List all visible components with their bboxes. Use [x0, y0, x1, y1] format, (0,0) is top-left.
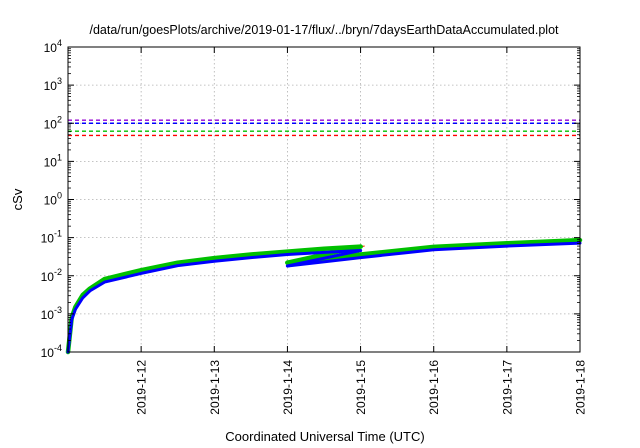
x-tick-label: 2019-1-13 [208, 360, 222, 415]
y-tick-base: 10 [44, 194, 58, 208]
y-tick-base: 10 [41, 270, 55, 284]
y-tick-label: 10-3 [41, 305, 62, 322]
y-tick-label: 102 [44, 114, 62, 131]
y-tick-exponent: 0 [57, 191, 62, 201]
x-tick-label: 2019-1-18 [574, 360, 588, 415]
x-tick-label: 2019-1-12 [135, 360, 149, 415]
y-tick-exponent: -1 [54, 229, 62, 239]
series-line [285, 237, 583, 265]
threshold-lines [68, 119, 580, 137]
y-tick-base: 10 [44, 79, 58, 93]
x-tick-labels: 2019-1-12 2019-1-13 2019-1-14 2019-1-15 2019… [135, 360, 588, 415]
y-tick-label: 100 [44, 191, 62, 208]
y-tick-base: 10 [41, 232, 55, 246]
y-tick-label: 10-1 [41, 229, 62, 246]
y-tick-exponent: 4 [57, 38, 62, 48]
y-tick-label: 104 [44, 38, 62, 55]
y-axis-label: cSv [10, 188, 25, 210]
y-tick-base: 10 [41, 308, 55, 322]
y-tick-label: 103 [44, 76, 62, 93]
axis-ticks [68, 46, 581, 353]
y-tick-base: 10 [44, 155, 58, 169]
series-line [66, 249, 363, 354]
x-tick-label: 2019-1-14 [281, 360, 295, 415]
y-tick-exponent: 2 [57, 114, 62, 124]
y-tick-exponent: -2 [54, 267, 62, 277]
chart-title: /data/run/goesPlots/archive/2019-01-17/f… [89, 23, 559, 37]
grid [68, 47, 580, 352]
y-tick-label: 101 [44, 152, 62, 169]
y-tick-exponent: 1 [57, 152, 62, 162]
y-tick-exponent: -4 [54, 343, 62, 353]
x-tick-label: 2019-1-17 [500, 360, 514, 415]
series-lines [65, 237, 583, 355]
y-tick-base: 10 [41, 346, 55, 360]
y-tick-label: 10-4 [41, 343, 62, 360]
series-line [285, 241, 582, 268]
y-tick-base: 10 [44, 117, 58, 131]
y-tick-label: 10-2 [41, 267, 62, 284]
y-tick-base: 10 [44, 41, 58, 55]
x-tick-label: 2019-1-16 [427, 360, 441, 415]
y-tick-exponent: -3 [54, 305, 62, 315]
x-axis-label: Coordinated Universal Time (UTC) [225, 429, 424, 444]
x-tick-label: 2019-1-15 [354, 360, 368, 415]
y-tick-exponent: 3 [57, 76, 62, 86]
